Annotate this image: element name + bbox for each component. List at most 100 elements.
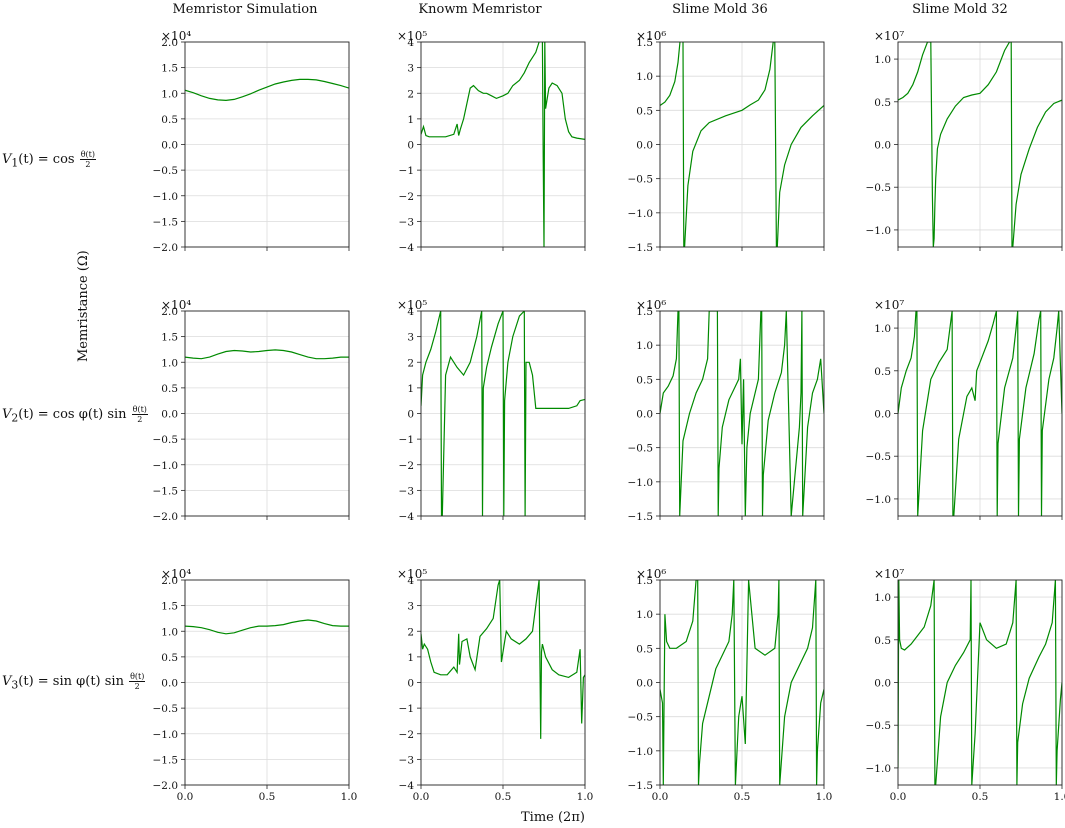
y-tick-label: 2.0 bbox=[161, 575, 178, 587]
y-tick-label: −1 bbox=[399, 703, 414, 715]
y-tick-label: −1.5 bbox=[153, 485, 179, 497]
y-tick-label: 3 bbox=[407, 332, 414, 344]
y-tick-label: 1 bbox=[407, 383, 414, 395]
x-tick-label: 1.0 bbox=[341, 791, 358, 803]
x-tick-label: 1.0 bbox=[1054, 791, 1065, 803]
series-line bbox=[421, 42, 585, 247]
axis-offset-label: ×10⁶ bbox=[636, 298, 666, 312]
y-tick-label: 0.0 bbox=[161, 140, 178, 152]
y-tick-label: 4 bbox=[407, 575, 414, 587]
axis-offset-label: ×10⁶ bbox=[636, 29, 666, 43]
y-tick-label: −4 bbox=[399, 780, 415, 792]
series-line bbox=[421, 311, 585, 516]
y-tick-label: 1.5 bbox=[636, 575, 653, 587]
x-tick-label: 1.0 bbox=[577, 791, 594, 803]
y-tick-label: −2 bbox=[399, 460, 414, 472]
subplot-r3-c1: 2.01.51.00.50.0−0.5−1.0−1.5−2.00.0 0.5 1.0… bbox=[153, 567, 358, 803]
row-label-1: V1(t) = cos θ(t) 2 bbox=[2, 150, 96, 170]
series-line bbox=[185, 619, 349, 635]
y-tick-label: −1.0 bbox=[866, 225, 892, 237]
y-tick-label: −2 bbox=[399, 191, 414, 203]
y-tick-label: 0.0 bbox=[161, 409, 178, 421]
y-tick-label: 0.5 bbox=[874, 366, 891, 378]
column-title-1: Memristor Simulation bbox=[172, 2, 318, 17]
y-tick-label: 1.0 bbox=[161, 88, 178, 100]
y-tick-label: −2.0 bbox=[153, 511, 179, 523]
axis-offset-label: ×10⁴ bbox=[161, 298, 191, 312]
axis-offset-label: ×10⁵ bbox=[397, 29, 427, 43]
y-tick-label: −1.0 bbox=[866, 763, 892, 775]
y-tick-label: 0.5 bbox=[161, 652, 178, 664]
axis-offset-label: ×10⁷ bbox=[874, 567, 904, 581]
y-tick-label: 2.0 bbox=[161, 306, 178, 318]
y-tick-label: −4 bbox=[399, 511, 415, 523]
y-tick-label: 0 bbox=[407, 678, 414, 690]
axis-offset-label: ×10⁷ bbox=[874, 29, 904, 43]
column-title-4: Slime Mold 32 bbox=[912, 2, 1008, 17]
y-tick-label: −2.0 bbox=[153, 780, 179, 792]
y-tick-label: −1.5 bbox=[153, 754, 179, 766]
y-tick-label: −3 bbox=[399, 754, 414, 766]
y-tick-label: −1.5 bbox=[628, 242, 654, 254]
y-tick-label: 0.5 bbox=[636, 374, 653, 386]
y-tick-label: 1.5 bbox=[161, 332, 178, 344]
axis-offset-label: ×10⁷ bbox=[874, 298, 904, 312]
y-tick-label: 1.5 bbox=[161, 63, 178, 75]
row-label-2: V2(t) = cos φ(t) sin θ(t) 2 bbox=[2, 405, 148, 425]
subplot-r2-c4: 1.0 0.5 0.0 −0.5 −1.0 ×10⁷ bbox=[866, 298, 1063, 520]
y-tick-label: 0.0 bbox=[874, 678, 891, 690]
y-tick-label: 0.5 bbox=[874, 97, 891, 109]
y-tick-label: 2 bbox=[407, 357, 414, 369]
y-tick-label: −3 bbox=[399, 485, 414, 497]
axis-offset-label: ×10⁴ bbox=[161, 567, 191, 581]
x-tick-label: 0.0 bbox=[890, 791, 907, 803]
x-tick-label: 0.0 bbox=[413, 791, 430, 803]
series-line bbox=[185, 349, 349, 360]
subplot-r1-c4: 1.0 0.5 0.0 −0.5 −1.0 ×10⁷ bbox=[866, 29, 1063, 251]
y-tick-label: −2.0 bbox=[153, 242, 179, 254]
axis-offset-label: ×10⁵ bbox=[397, 298, 427, 312]
axis-offset-label: ×10⁶ bbox=[636, 567, 666, 581]
y-tick-label: −4 bbox=[399, 242, 415, 254]
y-tick-label: −1 bbox=[399, 165, 414, 177]
y-tick-label: 0.5 bbox=[636, 643, 653, 655]
y-tick-label: 3 bbox=[407, 63, 414, 75]
series-line bbox=[898, 311, 1062, 516]
subplot-r3-c4: 1.0 0.5 0.0 −0.5 −1.0 0.0 0.5 1.0 ×10⁷ bbox=[866, 567, 1065, 803]
x-tick-label: 0.5 bbox=[972, 791, 989, 803]
y-tick-label: −0.5 bbox=[628, 443, 654, 455]
y-tick-label: 1.0 bbox=[874, 54, 891, 66]
x-tick-label: 0.5 bbox=[259, 791, 276, 803]
y-tick-label: −3 bbox=[399, 216, 414, 228]
x-tick-label: 0.0 bbox=[652, 791, 669, 803]
series-line bbox=[660, 311, 824, 516]
row-label-3: V3(t) = sin φ(t) sin θ(t) 2 bbox=[2, 672, 146, 692]
y-tick-label: 0.0 bbox=[636, 140, 653, 152]
y-tick-label: −1.5 bbox=[628, 511, 654, 523]
x-tick-label: 1.0 bbox=[816, 791, 833, 803]
y-tick-label: −1.0 bbox=[153, 460, 179, 472]
y-tick-label: 0 bbox=[407, 409, 414, 421]
y-tick-label: 0.0 bbox=[161, 678, 178, 690]
y-tick-label: 0.0 bbox=[636, 409, 653, 421]
y-tick-label: −0.5 bbox=[866, 182, 892, 194]
y-tick-label: 1.0 bbox=[636, 609, 653, 621]
subplot-r2-c1: 2.0 1.5 1.0 0.5 0.0 −0.5 −1.0 −1.5 −2.0 ×10⁴ bbox=[153, 298, 350, 523]
column-title-2: Knowm Memristor bbox=[418, 2, 542, 17]
y-tick-label: 1 bbox=[407, 652, 414, 664]
series-line bbox=[660, 42, 824, 247]
series-line bbox=[660, 580, 824, 785]
y-tick-label: 2 bbox=[407, 626, 414, 638]
y-tick-label: −0.5 bbox=[153, 703, 179, 715]
y-tick-label: 0.0 bbox=[636, 678, 653, 690]
y-tick-label: −0.5 bbox=[153, 434, 179, 446]
y-tick-label: 0.5 bbox=[636, 105, 653, 117]
y-tick-label: −0.5 bbox=[628, 712, 654, 724]
y-tick-label: 0.5 bbox=[874, 635, 891, 647]
y-tick-label: −1.5 bbox=[628, 780, 654, 792]
y-tick-label: 1.0 bbox=[161, 357, 178, 369]
subplot-r1-c3: 1.5 1.0 0.5 0.0 −0.5 −1.0 −1.5 ×10⁶ bbox=[628, 29, 825, 254]
y-tick-label: 1.0 bbox=[161, 626, 178, 638]
